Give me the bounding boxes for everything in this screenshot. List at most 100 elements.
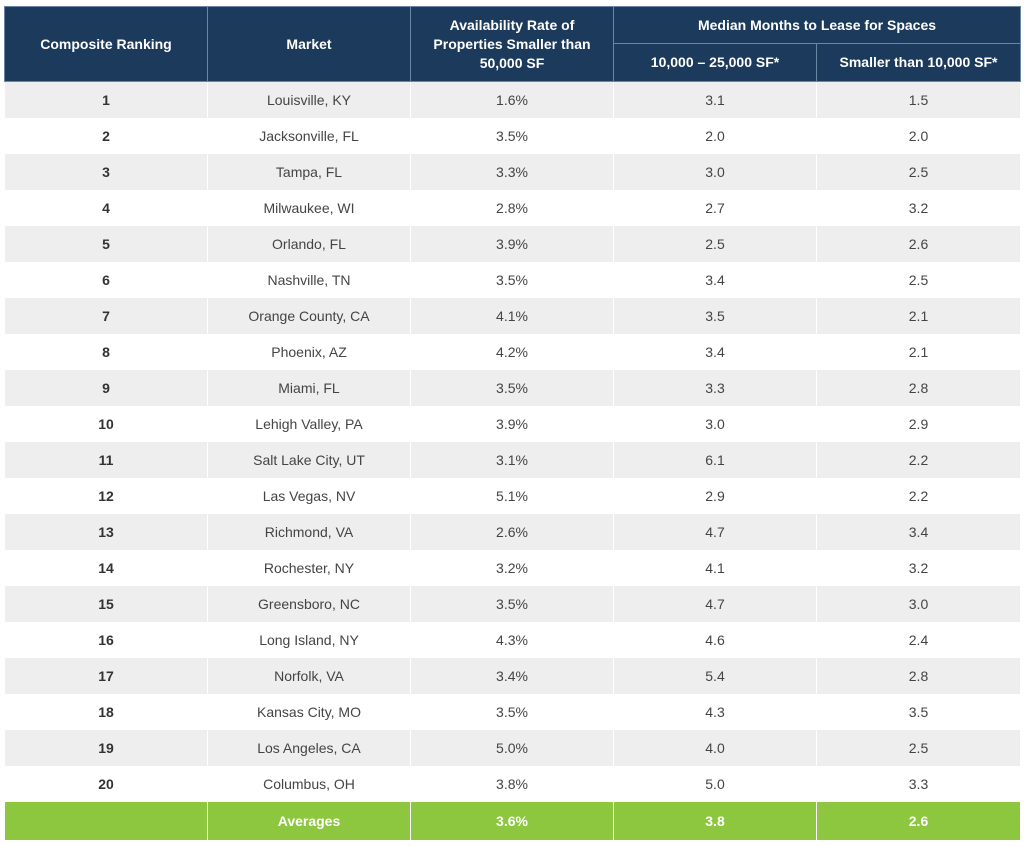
table-row: 11 Salt Lake City, UT 3.1% 6.1 2.2: [4, 442, 1021, 478]
availability-cell: 3.8%: [410, 766, 614, 802]
lease-under-10k-cell: 2.5: [816, 262, 1021, 298]
lease-under-10k-cell: 2.1: [816, 334, 1021, 370]
lease-under-10k-cell: 2.1: [816, 298, 1021, 334]
availability-cell: 3.5%: [410, 262, 614, 298]
lease-10k-25k-cell: 2.7: [613, 190, 817, 226]
rank-cell: 5: [4, 226, 208, 262]
rank-cell: 7: [4, 298, 208, 334]
table-row: 19 Los Angeles, CA 5.0% 4.0 2.5: [4, 730, 1021, 766]
market-cell: Kansas City, MO: [207, 694, 411, 730]
table-row: 9 Miami, FL 3.5% 3.3 2.8: [4, 370, 1021, 406]
market-cell: Rochester, NY: [207, 550, 411, 586]
availability-cell: 2.6%: [410, 514, 614, 550]
market-cell: Los Angeles, CA: [207, 730, 411, 766]
averages-row: Averages 3.6% 3.8 2.6: [4, 802, 1021, 840]
availability-cell: 2.8%: [410, 190, 614, 226]
availability-cell: 3.5%: [410, 118, 614, 154]
market-cell: Jacksonville, FL: [207, 118, 411, 154]
lease-10k-25k-cell: 3.1: [613, 81, 817, 118]
lease-under-10k-cell: 2.9: [816, 406, 1021, 442]
rank-cell: 4: [4, 190, 208, 226]
market-cell: Columbus, OH: [207, 766, 411, 802]
averages-under-10k: 2.6: [816, 802, 1021, 840]
averages-empty-cell: [4, 802, 208, 840]
table-row: 4 Milwaukee, WI 2.8% 2.7 3.2: [4, 190, 1021, 226]
rank-cell: 10: [4, 406, 208, 442]
rank-cell: 11: [4, 442, 208, 478]
availability-cell: 5.0%: [410, 730, 614, 766]
lease-under-10k-cell: 3.0: [816, 586, 1021, 622]
rank-cell: 16: [4, 622, 208, 658]
rank-cell: 9: [4, 370, 208, 406]
availability-cell: 3.9%: [410, 226, 614, 262]
table-row: 16 Long Island, NY 4.3% 4.6 2.4: [4, 622, 1021, 658]
market-cell: Orange County, CA: [207, 298, 411, 334]
header-composite-ranking: Composite Ranking: [4, 6, 208, 82]
lease-under-10k-cell: 2.8: [816, 370, 1021, 406]
lease-under-10k-cell: 2.4: [816, 622, 1021, 658]
market-ranking-table-container: Composite Ranking Market Availability Ra…: [4, 6, 1021, 840]
lease-10k-25k-cell: 4.3: [613, 694, 817, 730]
market-cell: Phoenix, AZ: [207, 334, 411, 370]
availability-cell: 3.3%: [410, 154, 614, 190]
rank-cell: 19: [4, 730, 208, 766]
table-row: 14 Rochester, NY 3.2% 4.1 3.2: [4, 550, 1021, 586]
availability-cell: 4.3%: [410, 622, 614, 658]
market-cell: Las Vegas, NV: [207, 478, 411, 514]
table-row: 1 Louisville, KY 1.6% 3.1 1.5: [4, 81, 1021, 118]
table-row: 5 Orlando, FL 3.9% 2.5 2.6: [4, 226, 1021, 262]
lease-under-10k-cell: 2.8: [816, 658, 1021, 694]
rank-cell: 12: [4, 478, 208, 514]
market-cell: Norfolk, VA: [207, 658, 411, 694]
lease-under-10k-cell: 2.2: [816, 442, 1021, 478]
rank-cell: 8: [4, 334, 208, 370]
averages-availability: 3.6%: [410, 802, 614, 840]
availability-cell: 3.5%: [410, 370, 614, 406]
table-row: 13 Richmond, VA 2.6% 4.7 3.4: [4, 514, 1021, 550]
lease-10k-25k-cell: 3.4: [613, 334, 817, 370]
lease-under-10k-cell: 3.4: [816, 514, 1021, 550]
rank-cell: 13: [4, 514, 208, 550]
rank-cell: 18: [4, 694, 208, 730]
rank-cell: 15: [4, 586, 208, 622]
availability-cell: 3.1%: [410, 442, 614, 478]
lease-under-10k-cell: 3.2: [816, 550, 1021, 586]
market-cell: Miami, FL: [207, 370, 411, 406]
lease-under-10k-cell: 2.6: [816, 226, 1021, 262]
table-row: 12 Las Vegas, NV 5.1% 2.9 2.2: [4, 478, 1021, 514]
lease-under-10k-cell: 2.5: [816, 730, 1021, 766]
lease-under-10k-cell: 2.2: [816, 478, 1021, 514]
availability-cell: 3.2%: [410, 550, 614, 586]
lease-10k-25k-cell: 4.6: [613, 622, 817, 658]
lease-10k-25k-cell: 3.5: [613, 298, 817, 334]
table-row: 7 Orange County, CA 4.1% 3.5 2.1: [4, 298, 1021, 334]
availability-cell: 3.5%: [410, 694, 614, 730]
availability-cell: 3.4%: [410, 658, 614, 694]
lease-10k-25k-cell: 5.0: [613, 766, 817, 802]
lease-10k-25k-cell: 2.0: [613, 118, 817, 154]
lease-10k-25k-cell: 4.0: [613, 730, 817, 766]
market-cell: Orlando, FL: [207, 226, 411, 262]
table-row: 17 Norfolk, VA 3.4% 5.4 2.8: [4, 658, 1021, 694]
lease-10k-25k-cell: 4.1: [613, 550, 817, 586]
lease-10k-25k-cell: 3.4: [613, 262, 817, 298]
market-cell: Long Island, NY: [207, 622, 411, 658]
market-cell: Lehigh Valley, PA: [207, 406, 411, 442]
market-ranking-table: Composite Ranking Market Availability Ra…: [4, 6, 1021, 840]
header-median-months: Median Months to Lease for Spaces: [613, 6, 1021, 44]
header-availability-rate: Availability Rate of Properties Smaller …: [410, 6, 614, 82]
availability-cell: 4.1%: [410, 298, 614, 334]
rank-cell: 1: [4, 81, 208, 118]
table-row: 10 Lehigh Valley, PA 3.9% 3.0 2.9: [4, 406, 1021, 442]
lease-10k-25k-cell: 4.7: [613, 514, 817, 550]
lease-under-10k-cell: 2.0: [816, 118, 1021, 154]
table-row: 18 Kansas City, MO 3.5% 4.3 3.5: [4, 694, 1021, 730]
market-cell: Tampa, FL: [207, 154, 411, 190]
lease-under-10k-cell: 3.5: [816, 694, 1021, 730]
rank-cell: 17: [4, 658, 208, 694]
header-10k-25k-sf: 10,000 – 25,000 SF*: [613, 43, 817, 82]
rank-cell: 6: [4, 262, 208, 298]
market-cell: Greensboro, NC: [207, 586, 411, 622]
averages-label: Averages: [207, 802, 411, 840]
market-cell: Milwaukee, WI: [207, 190, 411, 226]
